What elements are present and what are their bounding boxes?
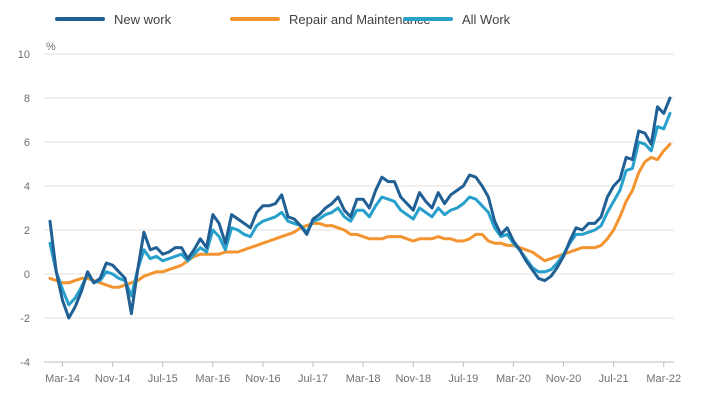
x-tick-label: Nov-20 bbox=[546, 373, 581, 385]
y-tick-label: -2 bbox=[20, 313, 30, 325]
y-tick-label: 4 bbox=[24, 181, 30, 193]
series-lines bbox=[48, 96, 672, 320]
y-tick-label: 0 bbox=[24, 269, 30, 281]
x-tick-label: Jul-15 bbox=[148, 373, 178, 385]
x-tick-label: Mar-22 bbox=[646, 373, 681, 385]
x-tick-label: Jul-19 bbox=[448, 373, 478, 385]
y-axis-tick-labels: -4 -2 0 2 4 6 8 10 bbox=[18, 49, 30, 369]
legend-label-all-work: All Work bbox=[462, 12, 511, 27]
legend-label-repair-and-maintenance: Repair and Maintenance bbox=[289, 12, 431, 27]
x-tick-label: Jul-17 bbox=[298, 373, 328, 385]
x-tick-label: Nov-16 bbox=[245, 373, 280, 385]
y-tick-label: 6 bbox=[24, 137, 30, 149]
legend: New work Repair and Maintenance All Work bbox=[55, 12, 511, 27]
y-axis-unit-label: % bbox=[46, 41, 56, 53]
gridlines bbox=[44, 53, 674, 319]
x-tick-label: Nov-14 bbox=[95, 373, 130, 385]
x-axis: Mar-14 Nov-14 Jul-15 Mar-16 Nov-16 Jul-17 Mar-… bbox=[44, 361, 681, 385]
x-tick-label: Nov-18 bbox=[395, 373, 430, 385]
x-tick-label: Jul-21 bbox=[599, 373, 629, 385]
series-line-repair-and-maintenance bbox=[48, 142, 672, 289]
y-tick-label: -4 bbox=[20, 357, 30, 369]
x-tick-label: Mar-16 bbox=[195, 373, 230, 385]
legend-label-new-work: New work bbox=[114, 12, 172, 27]
x-tick-label: Mar-14 bbox=[45, 373, 80, 385]
series-line-new-work bbox=[48, 96, 672, 320]
x-tick-label: Mar-18 bbox=[346, 373, 381, 385]
y-tick-label: 10 bbox=[18, 49, 30, 61]
x-tick-label: Mar-20 bbox=[496, 373, 531, 385]
y-tick-label: 2 bbox=[24, 225, 30, 237]
y-tick-label: 8 bbox=[24, 93, 30, 105]
